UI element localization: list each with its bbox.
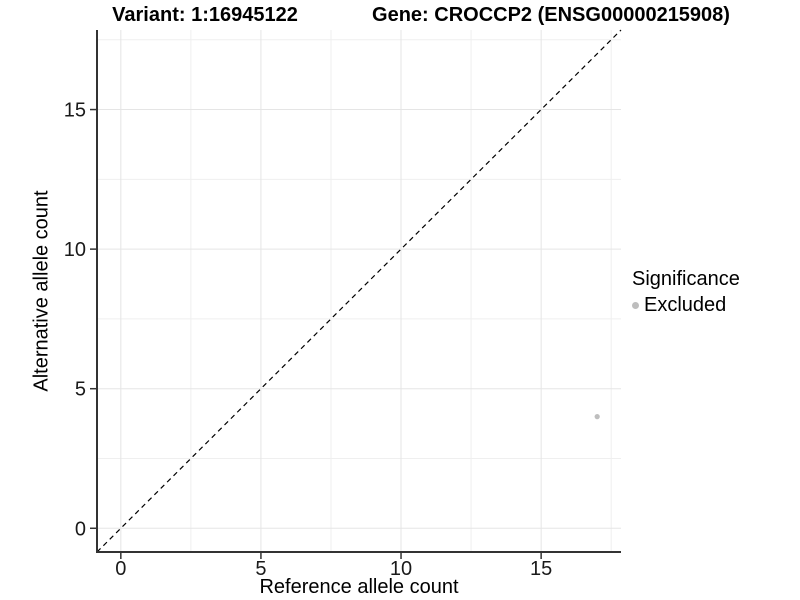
y-tick-label: 5 <box>75 379 86 401</box>
y-axis-title: Alternative allele count <box>30 190 53 392</box>
x-tick-label: 15 <box>530 558 552 580</box>
x-tick-label: 10 <box>390 558 412 580</box>
identity-line <box>96 29 622 553</box>
y-tick-label: 15 <box>64 100 86 122</box>
y-tick-label: 10 <box>64 239 86 261</box>
legend-entry-excluded: Excluded <box>632 294 740 317</box>
variant-title: Variant: 1:16945122 <box>112 4 298 26</box>
x-tick-label: 5 <box>255 558 266 580</box>
legend-entry-label: Excluded <box>644 294 727 316</box>
gene-title: Gene: CROCCP2 (ENSG00000215908) <box>372 4 730 26</box>
x-axis-title: Reference allele count <box>259 576 459 598</box>
x-tick-label: 0 <box>115 558 126 580</box>
excluded-point-icon <box>632 302 639 309</box>
legend: Significance Excluded <box>632 268 740 317</box>
y-tick-label: 0 <box>75 518 86 540</box>
legend-title: Significance <box>632 268 740 290</box>
data-point <box>594 414 600 420</box>
